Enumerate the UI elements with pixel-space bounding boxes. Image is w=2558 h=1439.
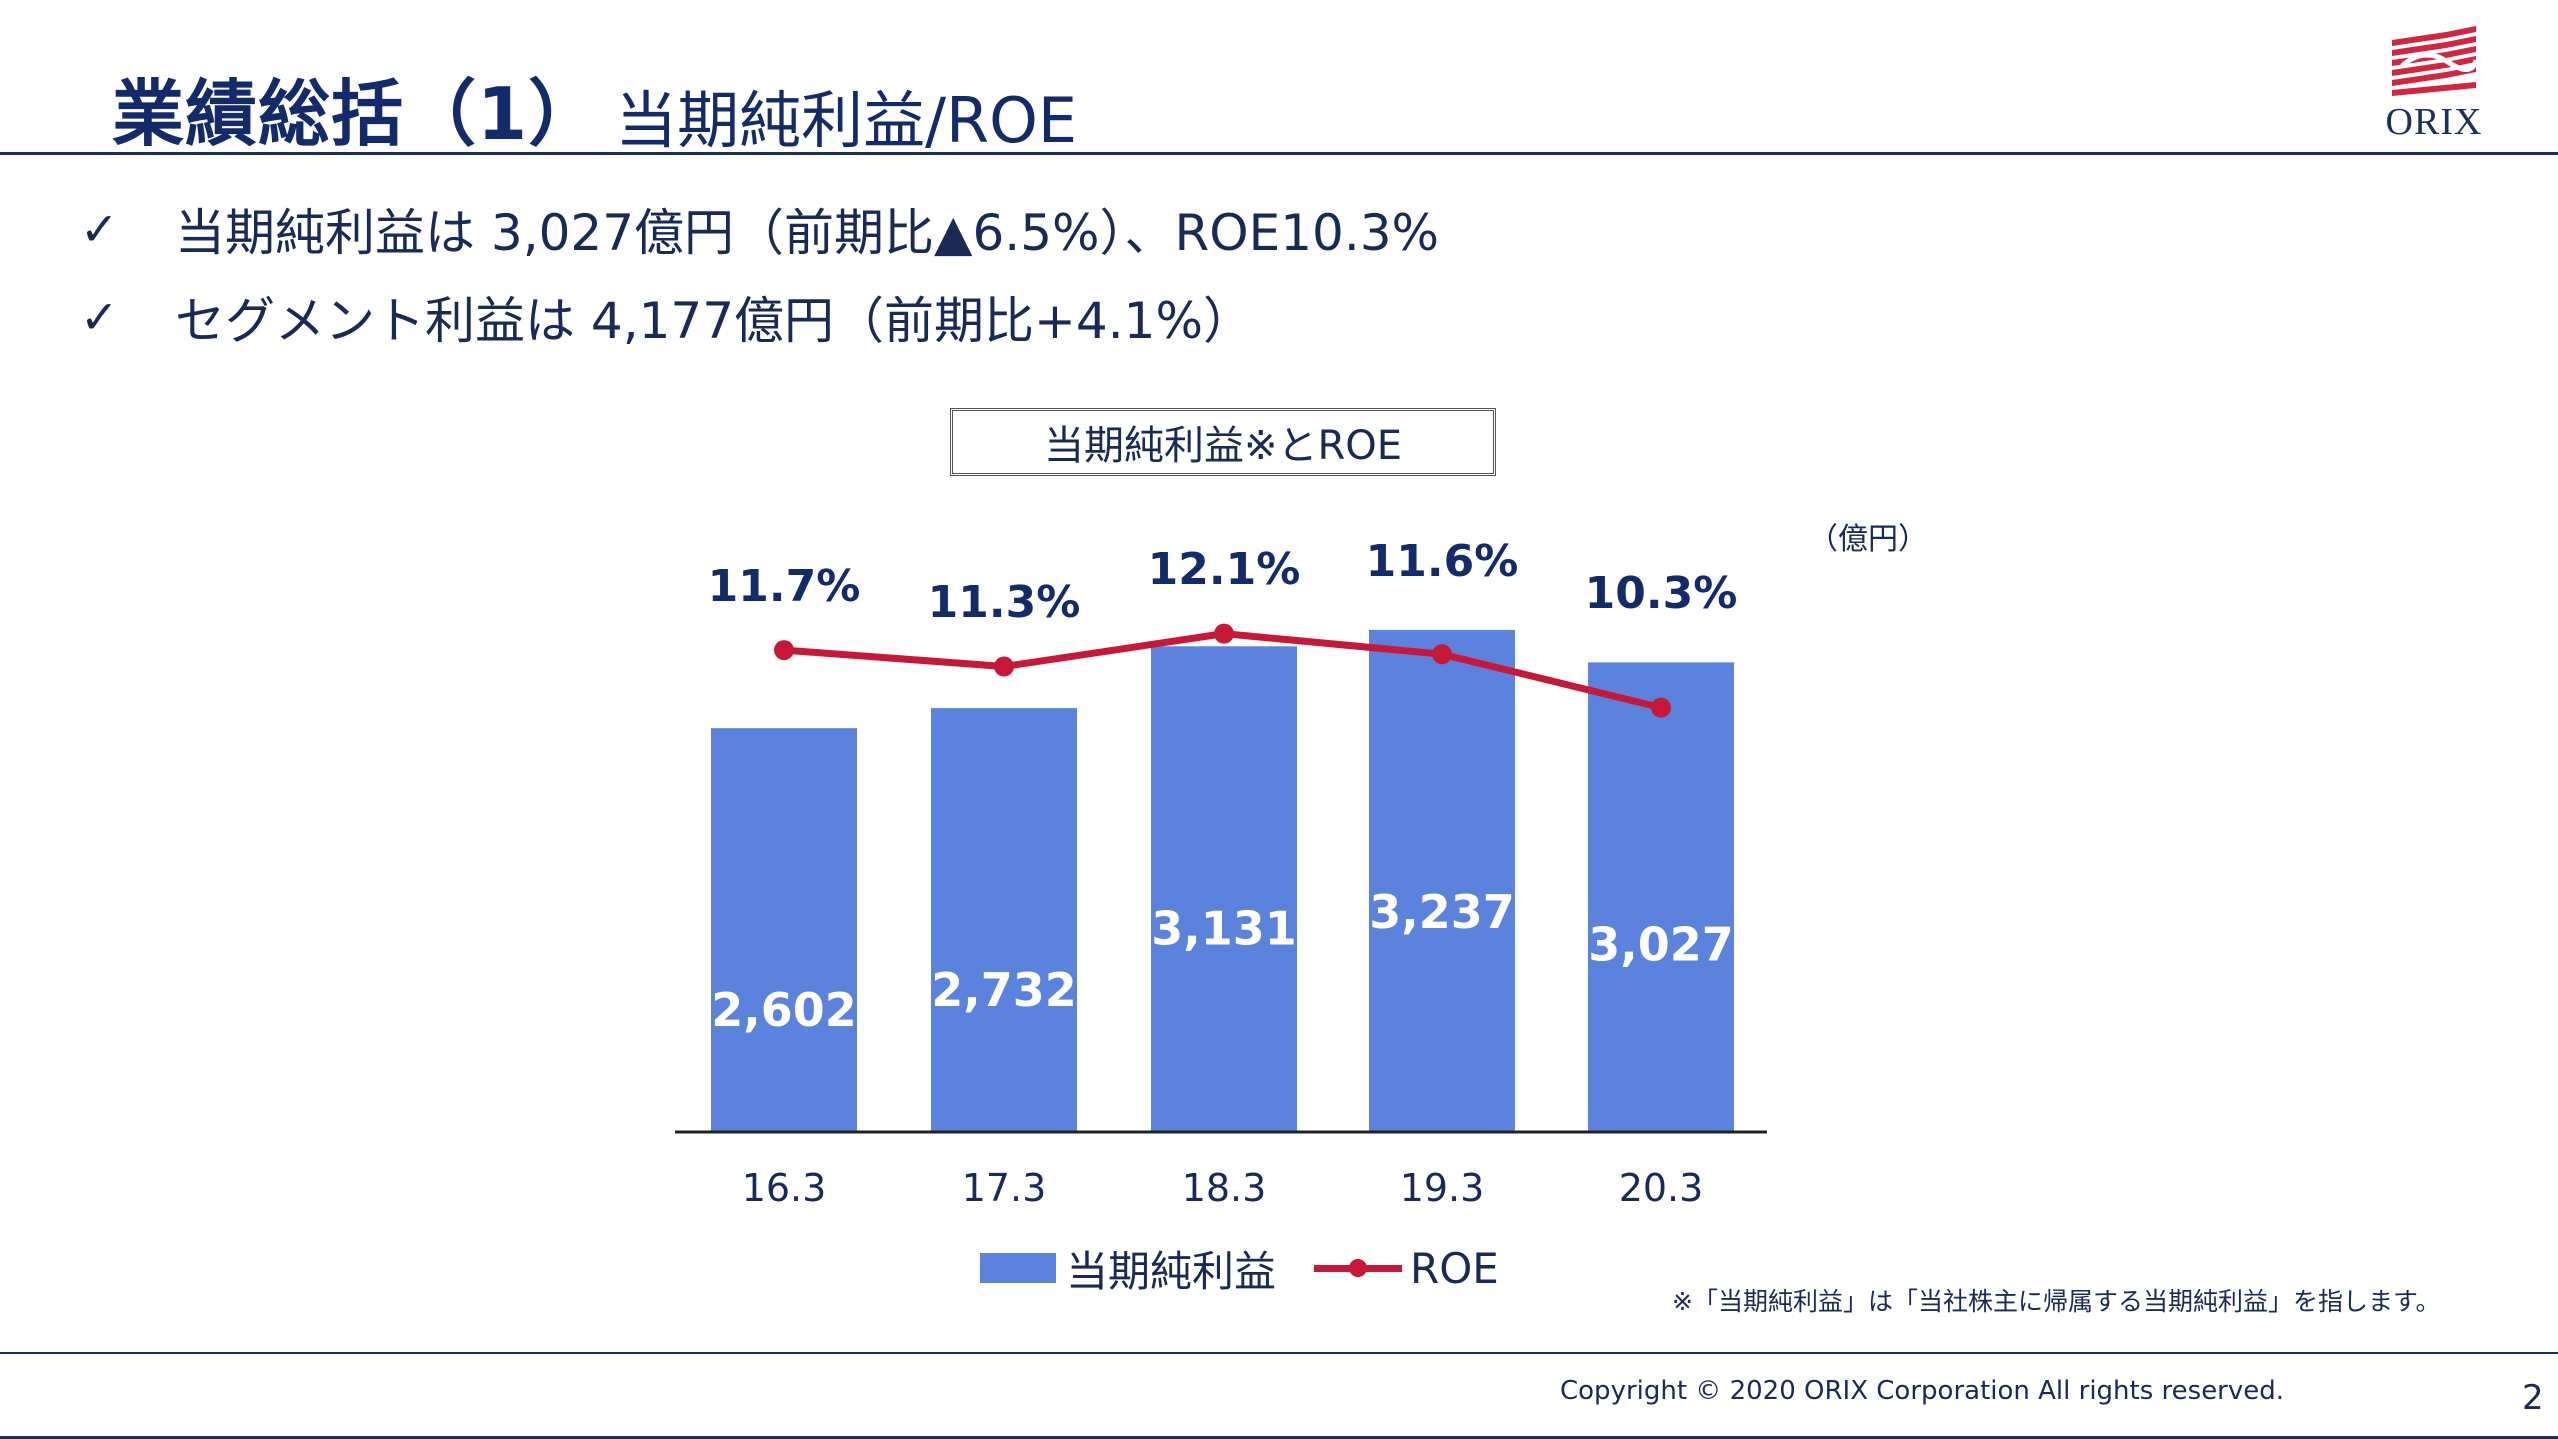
roe-value-label: 10.3% bbox=[1585, 568, 1738, 619]
x-tick-label: 18.3 bbox=[1182, 1166, 1267, 1210]
roe-point-17.3 bbox=[994, 656, 1014, 677]
x-tick-label: 16.3 bbox=[742, 1166, 827, 1210]
roe-value-label: 11.3% bbox=[928, 577, 1081, 628]
logo-text: ORIX bbox=[2385, 101, 2483, 143]
legend-label-roe: ROE bbox=[1410, 1243, 1499, 1293]
bullet-item: 当期純利益は 3,027億円（前期比▲6.5%）、ROE10.3% bbox=[80, 185, 1439, 273]
title-sub: 当期純利益/ROE bbox=[615, 84, 1078, 157]
orix-logo-mark-icon bbox=[2392, 26, 2479, 96]
legend-bar-swatch bbox=[980, 1253, 1056, 1283]
roe-point-19.3 bbox=[1432, 644, 1452, 665]
footer-divider bbox=[0, 1352, 2558, 1354]
bar-20.3 bbox=[1588, 662, 1734, 1131]
bar-19.3 bbox=[1369, 629, 1515, 1131]
header-divider bbox=[0, 152, 2558, 155]
summary-bullets: 当期純利益は 3,027億円（前期比▲6.5%）、ROE10.3% セグメント利… bbox=[80, 185, 1439, 361]
bottom-divider bbox=[0, 1436, 2558, 1439]
bullet-item: セグメント利益は 4,177億円（前期比+4.1%） bbox=[80, 273, 1439, 361]
orix-logo: ORIX bbox=[2384, 22, 2484, 143]
roe-value-label: 11.7% bbox=[708, 561, 861, 612]
footnote: ※「当期純利益」は「当社株主に帰属する当期純利益」を指します。 bbox=[1672, 1287, 2441, 1316]
bar-value-label: 2,602 bbox=[711, 983, 857, 1037]
bullet-text: セグメント利益は 4,177億円（前期比+4.1%） bbox=[175, 292, 1253, 350]
x-tick-label: 19.3 bbox=[1400, 1166, 1485, 1210]
chart-unit-label: （億円） bbox=[1808, 522, 1928, 557]
page-number: 2 bbox=[2522, 1378, 2544, 1418]
copyright: Copyright © 2020 ORIX Corporation All ri… bbox=[1560, 1376, 2285, 1406]
roe-point-16.3 bbox=[774, 640, 794, 661]
legend-label-net-income: 当期純利益 bbox=[1066, 1246, 1277, 1296]
chart-legend: 当期純利益 ROE bbox=[980, 1240, 1499, 1296]
bar-18.3 bbox=[1151, 646, 1297, 1131]
roe-value-label: 12.1% bbox=[1148, 544, 1301, 595]
chart-title: 当期純利益※とROE bbox=[950, 408, 1496, 476]
roe-point-18.3 bbox=[1214, 623, 1234, 644]
page-title: 業績総括（1） 当期純利益/ROE bbox=[112, 40, 1077, 160]
legend-line-swatch bbox=[1314, 1240, 1403, 1296]
bar-value-label: 3,131 bbox=[1151, 901, 1297, 955]
roe-value-label: 11.6% bbox=[1366, 536, 1519, 587]
bullet-text: 当期純利益は 3,027億円（前期比▲6.5%）、ROE10.3% bbox=[175, 204, 1440, 262]
bar-value-label: 2,732 bbox=[931, 963, 1077, 1017]
title-main: 業績総括（1） bbox=[112, 72, 602, 156]
bar-17.3 bbox=[931, 708, 1077, 1131]
x-tick-label: 17.3 bbox=[962, 1166, 1047, 1210]
bar-value-label: 3,027 bbox=[1588, 917, 1734, 971]
bar-value-label: 3,237 bbox=[1369, 885, 1515, 939]
x-tick-label: 20.3 bbox=[1619, 1166, 1704, 1210]
bar-16.3 bbox=[711, 728, 857, 1131]
roe-point-20.3 bbox=[1651, 697, 1671, 718]
